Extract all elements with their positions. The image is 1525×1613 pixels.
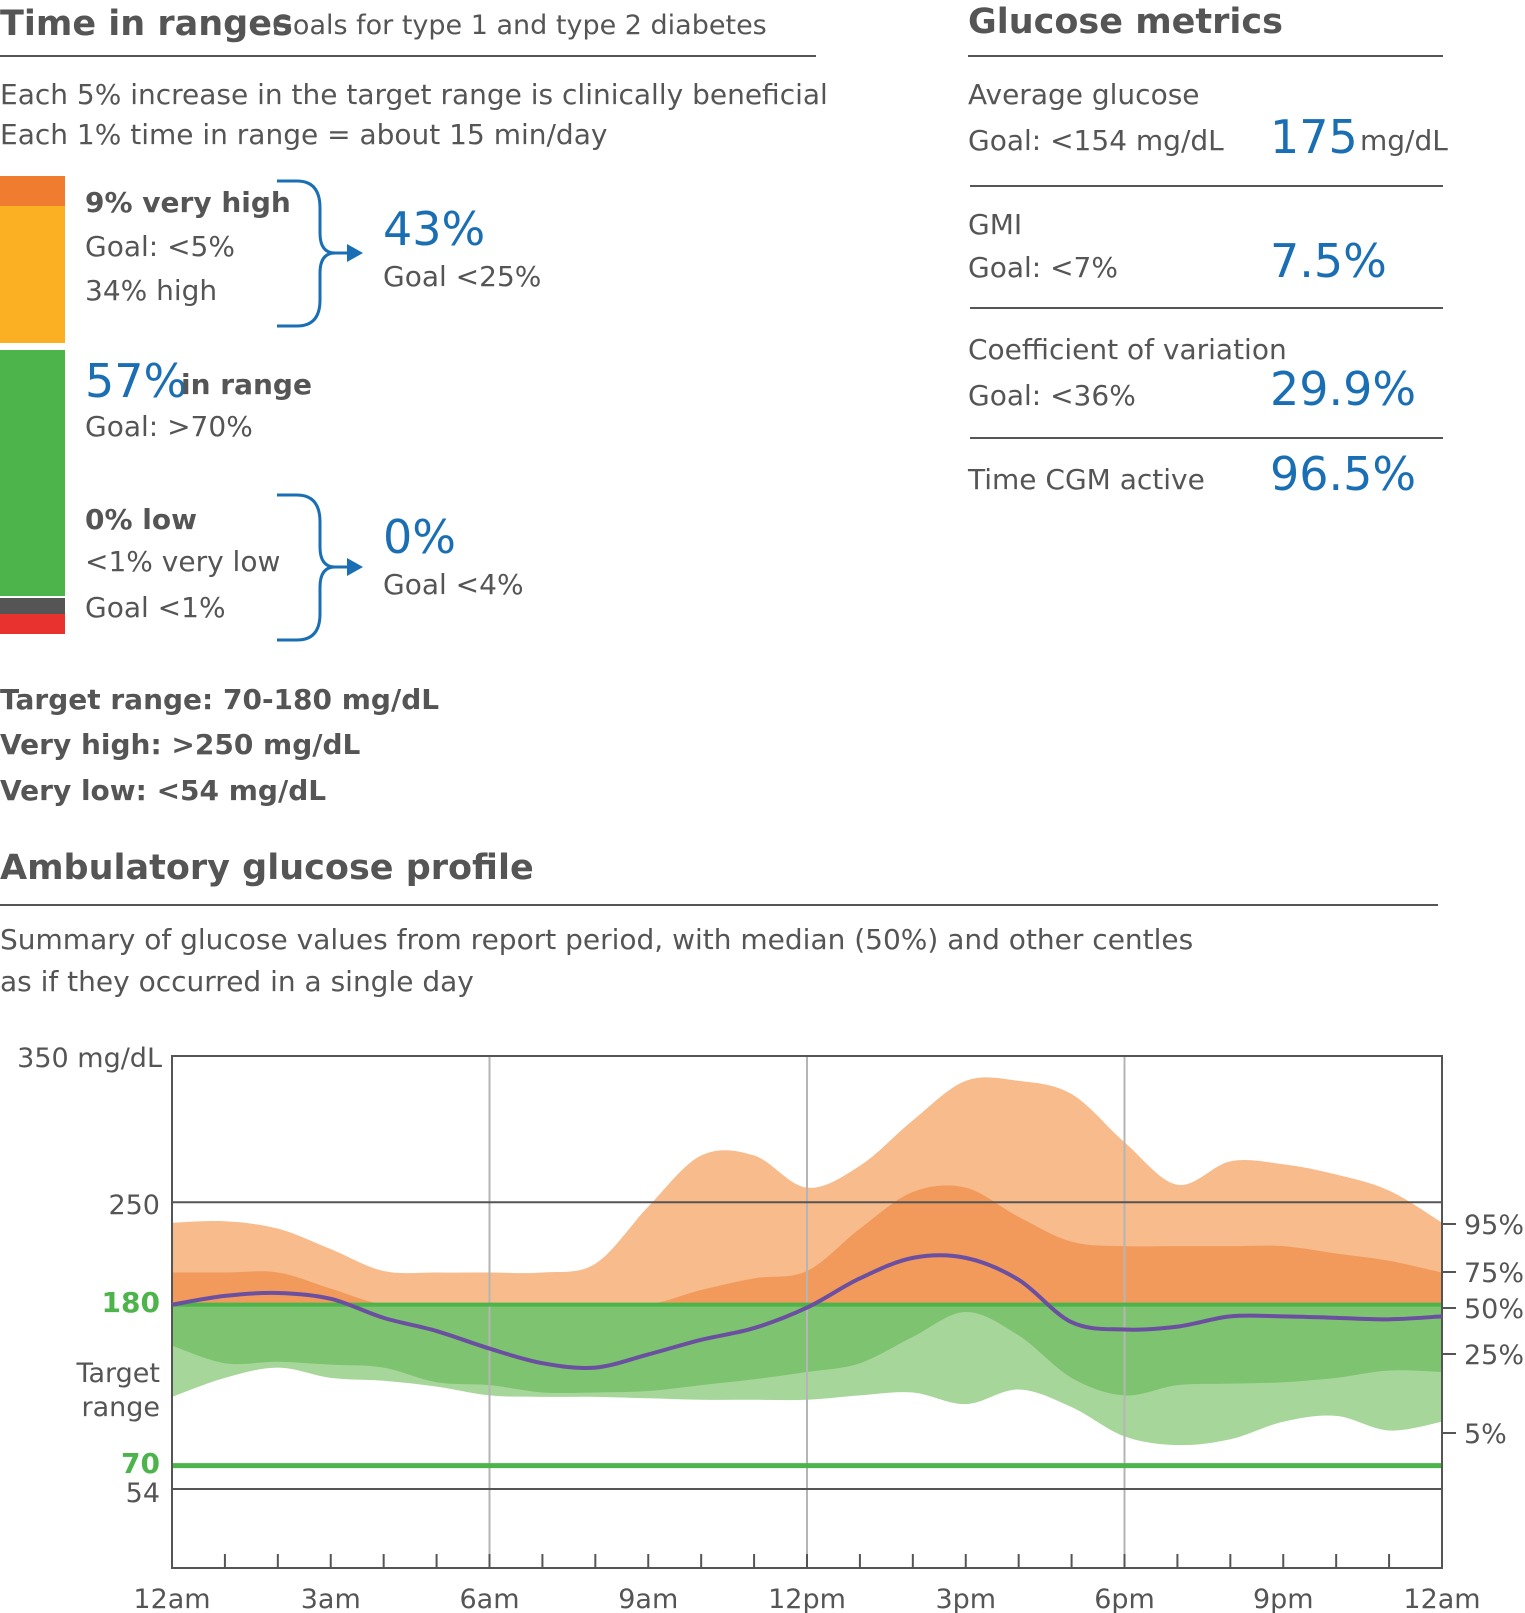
x-axis-label: 12am: [133, 1584, 210, 1613]
divider: [970, 185, 1443, 187]
x-axis-label: 12pm: [768, 1584, 846, 1613]
agp-chart: 350 mg/dL 250 180 Target range 70 54 12a…: [17, 1043, 1524, 1613]
low-label: 0% low: [85, 503, 197, 536]
time-in-ranges-subtitle: Goals for type 1 and type 2 diabetes: [272, 10, 767, 41]
x-axis-label: 6pm: [1094, 1584, 1155, 1613]
low-total-value: 0%: [383, 510, 456, 564]
x-axis-label: 3pm: [935, 1584, 996, 1613]
divider: [0, 904, 1438, 906]
y-axis-label-250: 250: [108, 1190, 160, 1221]
very-high-definition: Very high: >250 mg/dL: [0, 728, 361, 761]
percentile-label-75: 75%: [1464, 1258, 1524, 1289]
target-range-label-2: range: [81, 1392, 160, 1423]
high-label: 34% high: [85, 274, 218, 307]
agp-description-2: as if they occurred in a single day: [0, 965, 474, 998]
cv-label: Coefficient of variation: [968, 333, 1287, 366]
percentile-label-50: 50%: [1464, 1294, 1524, 1325]
bar-very-low: [0, 614, 65, 634]
high-bracket-icon: [277, 179, 363, 328]
high-total-value: 43%: [383, 202, 486, 256]
high-total-goal: Goal <25%: [383, 260, 542, 293]
low-total-goal: Goal <4%: [383, 568, 524, 601]
in-range-value: 57%: [85, 354, 188, 408]
in-range-label: in range: [181, 368, 312, 401]
note-line-2: Each 1% time in range = about 15 min/day: [0, 118, 608, 151]
bar-in-range: [0, 350, 65, 596]
x-axis-label: 6am: [459, 1584, 519, 1613]
median-line: [171, 1253, 1443, 1370]
bar-low: [0, 598, 65, 614]
x-axis-label: 12am: [1403, 1584, 1480, 1613]
very-low-definition: Very low: <54 mg/dL: [0, 774, 327, 807]
x-axis-label: 3am: [301, 1584, 361, 1613]
divider: [968, 55, 1443, 57]
gmi-goal: Goal: <7%: [968, 251, 1118, 284]
target-range-definition: Target range: 70-180 mg/dL: [0, 683, 440, 716]
y-axis-label-70: 70: [121, 1447, 160, 1480]
average-glucose-goal: Goal: <154 mg/dL: [968, 124, 1224, 157]
average-glucose-value: 175: [1270, 110, 1358, 164]
target-range-label-1: Target: [75, 1358, 160, 1389]
in-range-goal: Goal: >70%: [85, 410, 253, 443]
bar-very-high: [0, 176, 65, 206]
glucose-metrics-title: Glucose metrics: [968, 2, 1283, 42]
x-axis-label: 9am: [618, 1584, 678, 1613]
gmi-value: 7.5%: [1270, 234, 1387, 288]
agp-description-1: Summary of glucose values from report pe…: [0, 923, 1194, 956]
divider: [0, 55, 816, 57]
very-high-label: 9% very high: [85, 186, 291, 219]
cgm-active-value: 96.5%: [1270, 447, 1417, 501]
cv-value: 29.9%: [1270, 362, 1417, 416]
cv-goal: Goal: <36%: [968, 379, 1136, 412]
x-axis-label: 9pm: [1253, 1584, 1314, 1613]
very-high-goal: Goal: <5%: [85, 230, 235, 263]
cgm-active-label: Time CGM active: [968, 463, 1205, 496]
divider: [970, 437, 1443, 439]
average-glucose-unit: mg/dL: [1360, 124, 1448, 157]
divider: [970, 307, 1443, 309]
percentile-label-95: 95%: [1464, 1210, 1524, 1241]
percentile-label-5: 5%: [1464, 1419, 1507, 1450]
low-bracket-icon: [277, 493, 363, 642]
time-in-ranges-title: Time in ranges: [0, 4, 293, 44]
percentile-label-25: 25%: [1464, 1340, 1524, 1371]
y-axis-label-54: 54: [126, 1478, 160, 1509]
agp-title: Ambulatory glucose profile: [0, 848, 534, 888]
very-low-label: <1% very low: [85, 545, 281, 578]
y-axis-label-180: 180: [102, 1286, 160, 1319]
very-low-goal: Goal <1%: [85, 591, 226, 624]
note-line-1: Each 5% increase in the target range is …: [0, 78, 828, 111]
bar-high: [0, 206, 65, 343]
average-glucose-label: Average glucose: [968, 78, 1200, 111]
y-axis-label-350: 350 mg/dL: [17, 1043, 162, 1074]
gmi-label: GMI: [968, 208, 1023, 241]
